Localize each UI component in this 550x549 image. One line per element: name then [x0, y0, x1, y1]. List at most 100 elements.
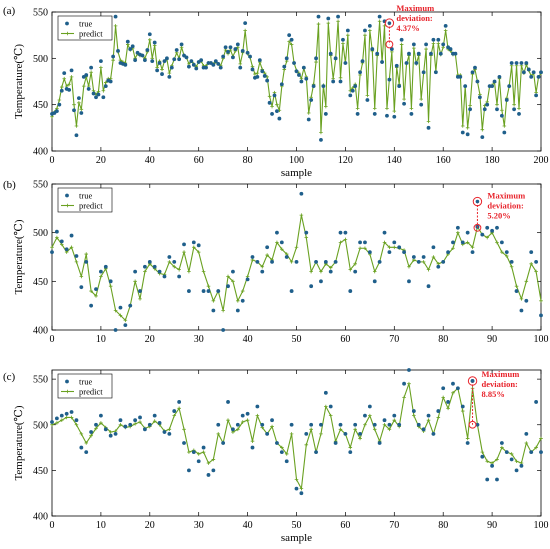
predict-point — [72, 102, 76, 107]
predict-point — [402, 395, 406, 400]
true-point — [275, 441, 279, 445]
predict-point — [465, 436, 470, 441]
true-point — [54, 229, 59, 234]
predict-point — [319, 432, 323, 436]
y-axis-label: Temperature(℃) — [13, 44, 25, 119]
true-point — [367, 250, 372, 255]
true-point — [436, 37, 441, 42]
true-point — [431, 245, 436, 250]
true-point — [147, 259, 152, 264]
true-point — [50, 420, 54, 424]
true-point — [250, 255, 255, 259]
true-point — [226, 284, 230, 289]
predict-point — [77, 101, 81, 105]
true-point — [534, 259, 539, 264]
true-point — [397, 422, 402, 427]
true-point — [411, 255, 416, 259]
predict-point — [101, 88, 106, 93]
annotation-line: Maximum — [396, 3, 434, 13]
predict-point — [270, 104, 274, 109]
true-point — [84, 450, 89, 455]
true-point — [301, 65, 306, 70]
predict-point — [343, 237, 348, 242]
true-point — [162, 59, 167, 64]
true-point — [177, 400, 182, 404]
legend-true-swatch — [65, 21, 69, 26]
true-point — [69, 233, 74, 238]
true-point — [133, 269, 138, 274]
annotation-line: 5.20% — [487, 211, 510, 221]
true-point — [319, 279, 323, 284]
true-point — [152, 40, 157, 45]
true-point — [123, 424, 128, 429]
true-point — [416, 259, 421, 264]
predict-point — [299, 486, 304, 491]
predict-point — [280, 445, 284, 450]
predict-point — [84, 252, 89, 256]
true-point — [409, 112, 414, 116]
true-point — [79, 111, 84, 115]
predict-point — [187, 269, 191, 274]
true-point — [206, 473, 211, 477]
true-point — [490, 463, 494, 468]
max-deviation-predict-marker — [468, 420, 477, 429]
true-point — [482, 107, 487, 112]
predict-point — [284, 452, 289, 456]
true-point — [187, 468, 191, 473]
true-point — [429, 51, 433, 56]
x-tick-label: 0 — [50, 155, 55, 166]
x-tick-label: 100 — [534, 334, 549, 345]
predict-series-line — [51, 21, 542, 133]
true-point — [167, 74, 172, 79]
true-point — [382, 418, 387, 423]
true-point — [372, 112, 377, 116]
predict-point — [211, 299, 216, 303]
predict-point — [59, 85, 64, 89]
x-tick-label: 90 — [487, 520, 497, 531]
predict-point — [111, 58, 115, 62]
true-point — [94, 422, 98, 427]
predict-point — [468, 103, 472, 108]
predict-point — [346, 33, 350, 37]
predict-point — [196, 452, 201, 456]
x-tick-label: 180 — [485, 155, 500, 166]
predict-point — [64, 415, 69, 420]
true-point — [353, 84, 358, 89]
predict-point — [133, 279, 137, 284]
y-tick-label: 450 — [33, 466, 48, 477]
predict-point — [99, 274, 103, 279]
true-point — [59, 239, 64, 244]
predict-point — [451, 391, 455, 395]
true-point — [394, 63, 399, 68]
predict-point — [160, 67, 164, 72]
true-point — [358, 70, 362, 75]
true-point — [223, 45, 228, 50]
true-point — [243, 21, 248, 26]
true-point — [502, 130, 507, 135]
true-point — [248, 54, 252, 59]
x-tick-label: 0 — [50, 520, 55, 531]
predict-point — [84, 441, 89, 445]
x-tick-label: 200 — [534, 155, 549, 166]
predict-point — [412, 46, 416, 50]
predict-point — [182, 250, 186, 254]
true-point — [524, 431, 529, 436]
x-tick-label: 20 — [145, 334, 155, 345]
true-point — [436, 409, 441, 413]
true-point — [138, 415, 142, 420]
y-tick-label: 550 — [33, 8, 48, 19]
true-point — [370, 47, 375, 51]
predict-point — [392, 109, 397, 113]
predict-point — [409, 106, 414, 111]
true-point — [74, 254, 79, 258]
true-point — [314, 56, 318, 61]
true-point — [177, 274, 182, 279]
true-point — [96, 92, 101, 97]
true-point — [57, 102, 62, 107]
predict-point — [372, 427, 377, 432]
predict-point — [328, 265, 333, 270]
predict-point — [319, 269, 323, 274]
true-point — [328, 404, 333, 409]
true-point — [514, 468, 519, 473]
true-point — [235, 308, 240, 313]
